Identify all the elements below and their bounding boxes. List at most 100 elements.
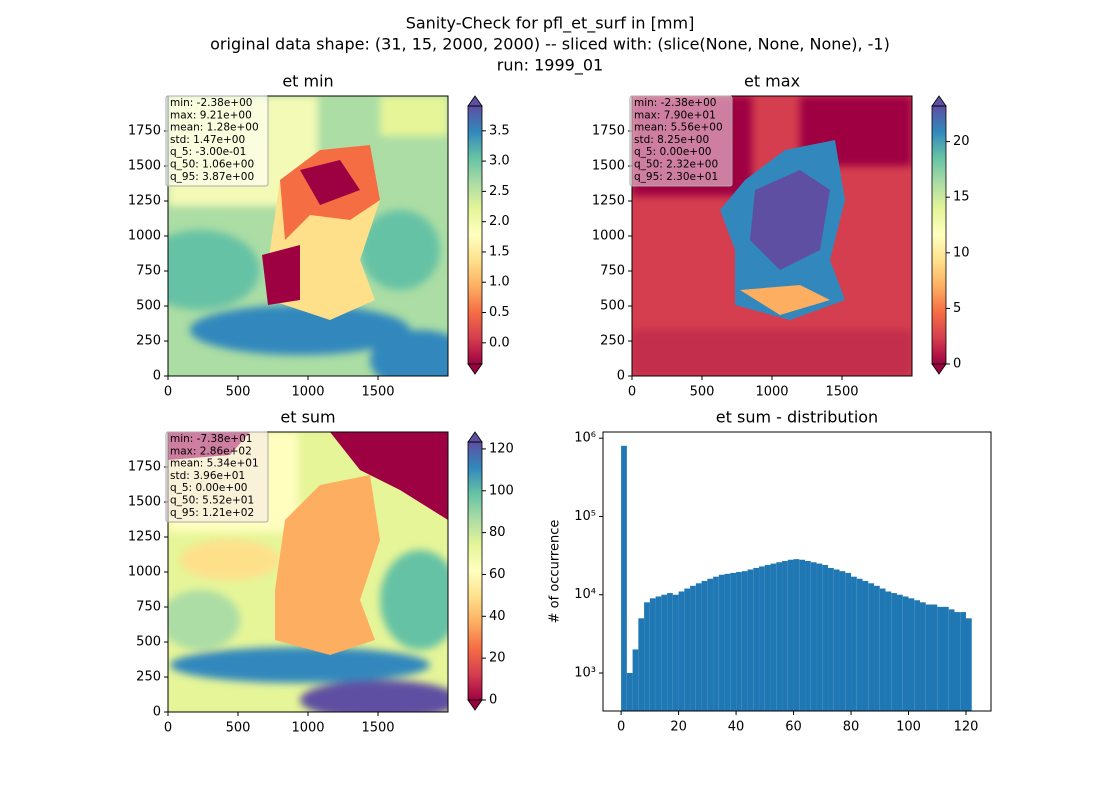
y-tick-label: 750	[600, 264, 625, 279]
bar	[678, 591, 685, 711]
stats-line: q_95: 2.30e+01	[634, 171, 718, 183]
bar	[828, 567, 834, 711]
bar	[690, 585, 696, 711]
y-tick-label: 250	[136, 670, 161, 685]
stats-line: mean: 5.34e+01	[170, 458, 259, 470]
colorbar-tick-label: 20	[953, 134, 970, 149]
colorbar-tick-label: 0	[489, 693, 497, 708]
stats-line: q_50: 1.06e+00	[170, 159, 254, 171]
colorbar	[468, 442, 482, 700]
y-tick-label: 1500	[128, 495, 161, 510]
stats-line: q_5: 0.00e+00	[634, 146, 711, 158]
bar	[925, 604, 932, 711]
colorbar-tick-label: 120	[489, 441, 514, 456]
bar	[856, 578, 863, 711]
bar	[914, 600, 921, 711]
bar	[753, 567, 760, 711]
x-tick-label: 500	[226, 385, 251, 400]
colorbar-tick-label: 60	[489, 567, 506, 582]
title-line: original data shape: (31, 15, 2000, 2000…	[210, 35, 890, 54]
x-tick-label: 1500	[361, 385, 394, 400]
bar	[644, 602, 650, 711]
x-tick-label: 1500	[361, 721, 394, 736]
bar	[943, 606, 949, 711]
stats-line: std: 8.25e+00	[634, 134, 709, 146]
y-tick-label: 1000	[128, 229, 161, 244]
bar	[741, 571, 748, 711]
bar	[701, 580, 708, 711]
y-tick-label: 1250	[128, 530, 161, 545]
y-tick-label: 250	[136, 334, 161, 349]
bar	[661, 594, 668, 711]
colorbar-tick-label: 0.0	[489, 335, 510, 350]
y-tick-label: 750	[136, 264, 161, 279]
bar	[845, 572, 852, 711]
bar	[868, 583, 875, 711]
stats-line: q_5: -3.00e-01	[170, 146, 246, 158]
axes-title: et max	[744, 72, 800, 91]
bar	[626, 673, 633, 711]
y-tick-label: 1250	[128, 194, 161, 209]
colorbar	[468, 106, 482, 364]
x-tick-label: 20	[670, 720, 687, 735]
stats-background	[165, 431, 269, 523]
y-tick-label: 10⁶	[574, 431, 596, 446]
axes-frame	[602, 431, 992, 712]
bar	[954, 612, 961, 711]
bar	[920, 602, 926, 711]
bar	[638, 618, 645, 711]
bar	[851, 576, 857, 711]
colorbar-tick-label: 2.0	[489, 214, 510, 229]
x-tick-label: 1000	[291, 385, 324, 400]
x-tick-label: 500	[226, 721, 251, 736]
stats-line: mean: 1.28e+00	[170, 122, 259, 134]
bar	[948, 609, 955, 711]
colorbar-tick-label: 1.0	[489, 275, 510, 290]
bar	[782, 560, 788, 711]
colorbar-extend	[931, 363, 947, 375]
colorbar-tick-label: 3.0	[489, 154, 510, 169]
x-tick-label: 40	[728, 720, 745, 735]
bar	[960, 612, 966, 711]
colorbar-tick-label: 40	[489, 609, 506, 624]
bar	[747, 569, 754, 711]
stats-line: min: -7.38e+01	[170, 433, 252, 445]
bar	[718, 574, 725, 711]
bar	[759, 566, 765, 711]
y-tick-label: 500	[600, 299, 625, 314]
colorbar-frame	[467, 105, 483, 365]
colorbar	[932, 106, 946, 364]
bar	[908, 598, 915, 711]
bar	[776, 562, 783, 711]
colorbar-tick-label: 80	[489, 525, 506, 540]
stats-line: q_5: 0.00e+00	[170, 482, 247, 494]
colorbar-extend	[467, 95, 483, 107]
x-tick-label: 120	[954, 720, 979, 735]
x-tick-label: 0	[164, 721, 172, 736]
x-tick-label: 0	[628, 385, 636, 400]
y-tick-label: 0	[153, 705, 161, 720]
x-tick-label: 1000	[291, 721, 324, 736]
bar	[655, 596, 662, 711]
x-tick-label: 80	[843, 720, 860, 735]
axes-title: et sum - distribution	[716, 408, 878, 427]
stats-line: q_95: 1.21e+02	[170, 507, 254, 519]
bar	[724, 573, 731, 711]
bar	[822, 564, 829, 711]
title: Sanity-Check for pfl_et_surf in [mm] ori…	[210, 14, 890, 76]
bar	[931, 604, 938, 711]
colorbar-tick-label: 5	[953, 301, 961, 316]
bar	[816, 563, 823, 711]
bar	[810, 562, 817, 711]
bar	[695, 583, 702, 711]
bar	[897, 594, 903, 711]
colorbar-extend	[931, 95, 947, 107]
bar	[787, 559, 794, 711]
stats-line: std: 3.96e+01	[170, 470, 245, 482]
bar	[862, 580, 869, 711]
axes-title: et sum	[280, 408, 335, 427]
y-tick-label: 10⁵	[574, 509, 596, 524]
